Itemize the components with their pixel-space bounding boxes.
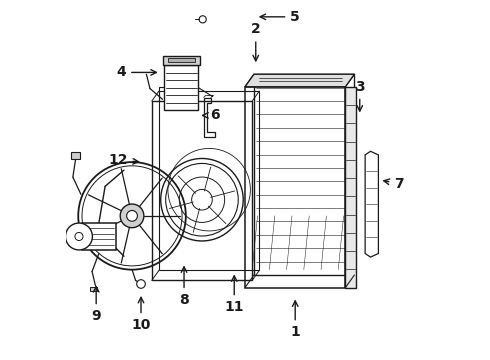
Bar: [164, 65, 198, 110]
Polygon shape: [365, 151, 378, 257]
Text: 6: 6: [203, 108, 220, 122]
Bar: [82, 223, 116, 250]
Text: 3: 3: [355, 80, 365, 111]
Bar: [254, 74, 354, 275]
Text: 9: 9: [91, 287, 101, 323]
Text: 10: 10: [131, 297, 151, 332]
Text: 7: 7: [384, 177, 404, 190]
Text: 5: 5: [260, 10, 300, 24]
Bar: [345, 87, 356, 288]
Text: 8: 8: [179, 267, 189, 307]
Polygon shape: [245, 74, 354, 87]
Bar: [245, 87, 345, 288]
Bar: [168, 58, 195, 62]
Text: 12: 12: [108, 153, 139, 167]
Text: 11: 11: [224, 276, 244, 314]
Bar: [90, 287, 98, 291]
Text: 4: 4: [117, 66, 156, 80]
Text: 2: 2: [251, 22, 261, 61]
Bar: [152, 101, 252, 280]
Circle shape: [137, 280, 146, 288]
Circle shape: [120, 204, 144, 228]
Polygon shape: [163, 56, 200, 65]
Text: 1: 1: [291, 301, 300, 339]
Circle shape: [126, 211, 137, 221]
Circle shape: [66, 223, 93, 250]
Bar: [71, 152, 80, 159]
